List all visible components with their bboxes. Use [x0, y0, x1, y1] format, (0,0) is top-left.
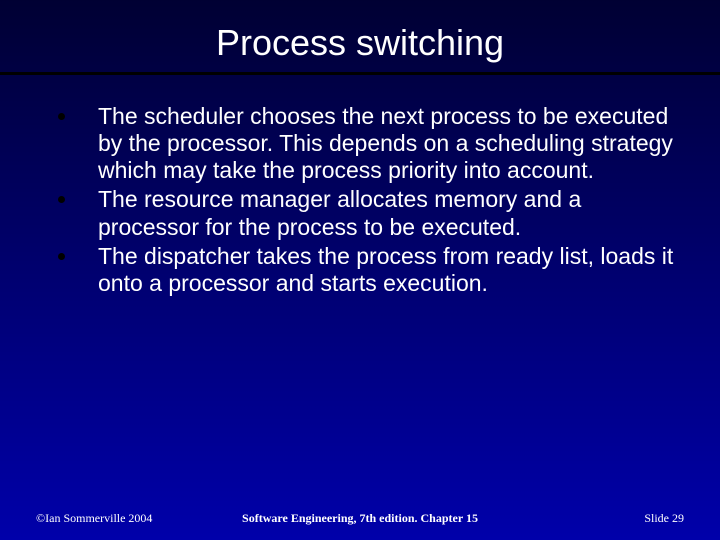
footer-right: Slide 29 — [644, 511, 684, 526]
slide: Process switching The scheduler chooses … — [0, 0, 720, 540]
bullet-item: The resource manager allocates memory an… — [50, 186, 680, 240]
footer-center: Software Engineering, 7th edition. Chapt… — [0, 511, 720, 526]
body-area: The scheduler chooses the next process t… — [0, 75, 720, 297]
bullet-list: The scheduler chooses the next process t… — [50, 103, 680, 297]
bullet-item: The scheduler chooses the next process t… — [50, 103, 680, 184]
bullet-item: The dispatcher takes the process from re… — [50, 243, 680, 297]
title-area: Process switching — [0, 0, 720, 64]
slide-title: Process switching — [0, 22, 720, 64]
